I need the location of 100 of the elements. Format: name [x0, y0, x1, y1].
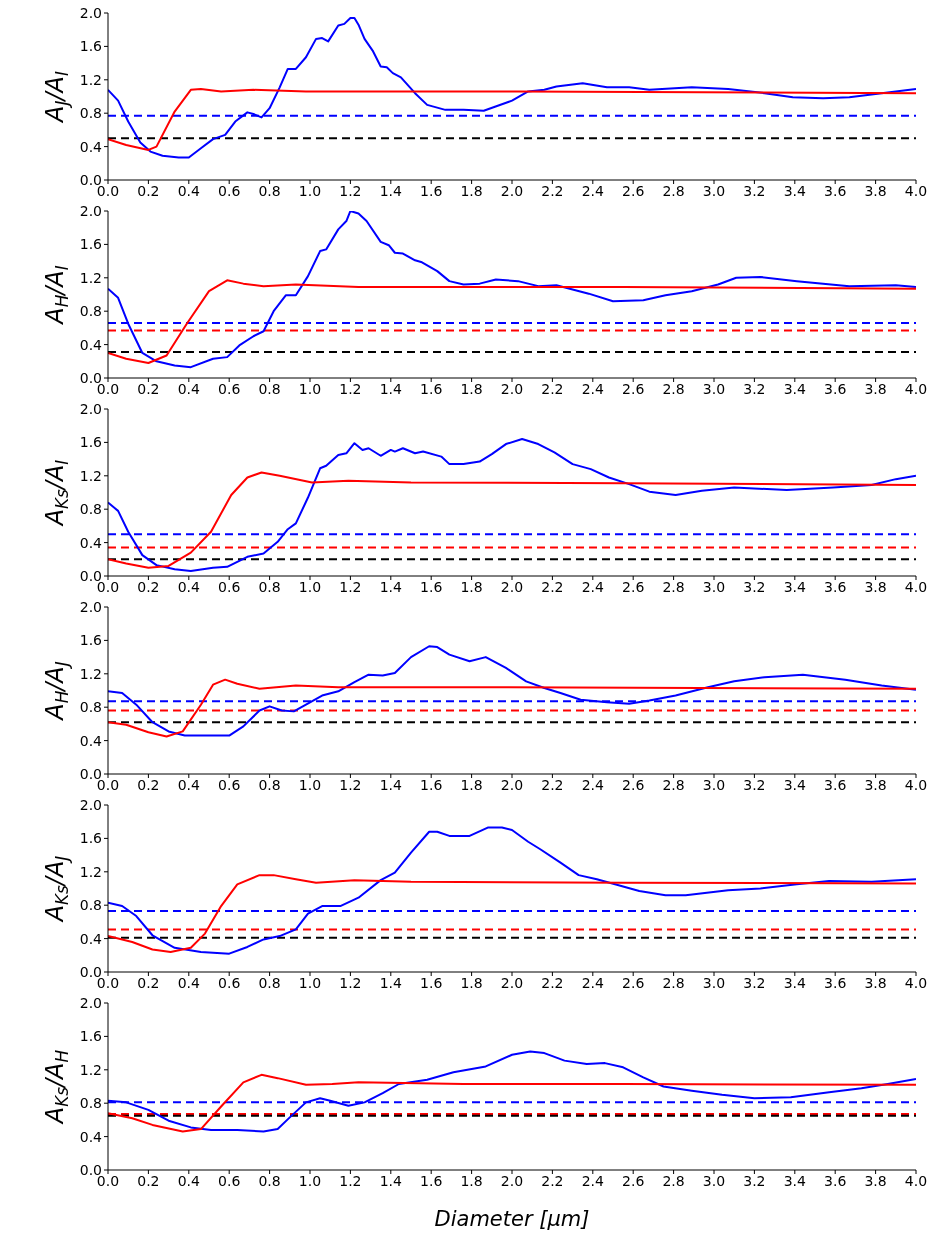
x-tick-label: 1.0: [298, 974, 322, 991]
y-tick-label: 0.4: [79, 138, 103, 155]
y-tick-label: 2.0: [79, 796, 102, 813]
x-tick-label: 4.0: [904, 182, 928, 199]
y-tick-label: 1.2: [79, 863, 102, 880]
x-tick-label: 1.6: [420, 1172, 443, 1189]
x-tick-label: 1.8: [460, 974, 483, 991]
x-tick-label: 2.4: [581, 1172, 605, 1189]
x-tick-label: 0.4: [177, 182, 201, 199]
x-tick-label: 2.0: [500, 776, 524, 793]
x-tick-label: 3.2: [743, 380, 766, 397]
x-tick-label: 2.2: [541, 1172, 564, 1189]
y-tick-label: 0.8: [79, 105, 102, 122]
x-tick-label: 3.2: [743, 578, 766, 595]
x-tick-label: 1.2: [339, 182, 362, 199]
y-tick-label: 1.2: [79, 269, 102, 286]
x-tick-label: 3.8: [864, 182, 887, 199]
line-series: [108, 874, 916, 953]
y-tick-label: 1.2: [79, 467, 102, 484]
x-tick-label: 1.8: [460, 1172, 483, 1189]
x-tick-label: 0.6: [218, 974, 241, 991]
x-tick-label: 1.2: [339, 1172, 362, 1189]
x-tick-label: 3.8: [864, 578, 887, 595]
x-tick-label: 3.8: [864, 974, 887, 991]
x-tick-label: 1.6: [420, 974, 443, 991]
x-tick-label: 3.6: [824, 974, 847, 991]
y-tick-label: 0.4: [79, 534, 103, 551]
x-tick-label: 4.0: [904, 380, 928, 397]
x-tick-label: 3.6: [824, 1172, 847, 1189]
x-tick-label: 2.6: [622, 974, 645, 991]
x-tick-label: 1.2: [339, 776, 362, 793]
x-tick-label: 3.8: [864, 1172, 887, 1189]
y-tick-label: 1.6: [79, 830, 103, 847]
x-tick-label: 3.6: [824, 380, 847, 397]
x-tick-label: 2.4: [581, 974, 605, 991]
y-tick-label: 1.2: [79, 665, 102, 682]
x-tick-label: 0.6: [218, 1172, 241, 1189]
y-tick-label: 1.2: [79, 1061, 102, 1078]
x-tick-label: 0.2: [137, 776, 160, 793]
x-tick-label: 3.8: [864, 380, 887, 397]
x-tick-label: 4.0: [904, 974, 928, 991]
x-tick-label: 3.0: [702, 380, 726, 397]
x-tick-label: 3.0: [702, 1172, 726, 1189]
x-tick-label: 0.4: [177, 380, 201, 397]
x-tick-label: 2.0: [500, 182, 524, 199]
y-tick-label: 0.8: [79, 897, 102, 914]
line-series: [108, 17, 916, 159]
x-tick-label: 3.4: [783, 578, 807, 595]
line-series: [108, 645, 916, 737]
line-series: [108, 471, 916, 569]
x-tick-label: 3.0: [702, 974, 726, 991]
x-tick-label: 1.4: [379, 182, 403, 199]
x-tick-label: 2.8: [662, 776, 685, 793]
x-tick-label: 0.4: [177, 578, 201, 595]
x-tick-label: 0.2: [137, 380, 160, 397]
line-series: [108, 87, 916, 151]
x-tick-label: 2.6: [622, 578, 645, 595]
x-tick-label: 1.6: [420, 776, 443, 793]
x-tick-label: 1.8: [460, 776, 483, 793]
x-tick-label: 2.8: [662, 1172, 685, 1189]
x-tick-label: 1.0: [298, 182, 322, 199]
y-tick-label: 0.8: [79, 501, 102, 518]
x-tick-label: 0.6: [218, 380, 241, 397]
x-tick-label: 1.0: [298, 578, 322, 595]
x-tick-label: 0.6: [218, 776, 241, 793]
x-tick-label: 2.2: [541, 578, 564, 595]
x-tick-label: 3.6: [824, 776, 847, 793]
x-tick-label: 0.8: [258, 578, 281, 595]
x-tick-label: 2.0: [500, 380, 524, 397]
y-tick-label: 0.8: [79, 303, 102, 320]
x-tick-label: 2.4: [581, 776, 605, 793]
y-tick-label: 0.4: [79, 930, 103, 947]
x-tick-label: 2.2: [541, 380, 564, 397]
x-tick-label: 4.0: [904, 578, 928, 595]
x-tick-label: 2.4: [581, 578, 605, 595]
x-tick-label: 0.8: [258, 974, 281, 991]
x-tick-label: 1.6: [420, 182, 443, 199]
line-series: [108, 279, 916, 364]
x-tick-label: 2.2: [541, 182, 564, 199]
x-tick-label: 0.6: [218, 182, 241, 199]
line-series: [108, 826, 916, 955]
x-tick-label: 3.4: [783, 380, 807, 397]
x-tick-label: 3.4: [783, 1172, 807, 1189]
y-tick-label: 0.4: [79, 732, 103, 749]
x-tick-label: 2.8: [662, 974, 685, 991]
x-tick-label: 3.0: [702, 182, 726, 199]
x-tick-label: 3.4: [783, 182, 807, 199]
y-tick-label: 2.0: [79, 400, 102, 417]
y-tick-label: 1.6: [79, 1028, 103, 1045]
y-tick-label: 1.6: [79, 236, 103, 253]
x-tick-label: 3.6: [824, 578, 847, 595]
y-tick-label: 2.0: [79, 202, 102, 219]
x-tick-label: 0.4: [177, 1172, 201, 1189]
x-tick-label: 0.8: [258, 776, 281, 793]
x-tick-label: 2.0: [500, 974, 524, 991]
x-tick-label: 2.0: [500, 1172, 524, 1189]
y-tick-label: 2.0: [79, 994, 102, 1011]
x-tick-label: 0.4: [177, 974, 201, 991]
x-tick-label: 1.2: [339, 380, 362, 397]
x-tick-label: 1.8: [460, 182, 483, 199]
